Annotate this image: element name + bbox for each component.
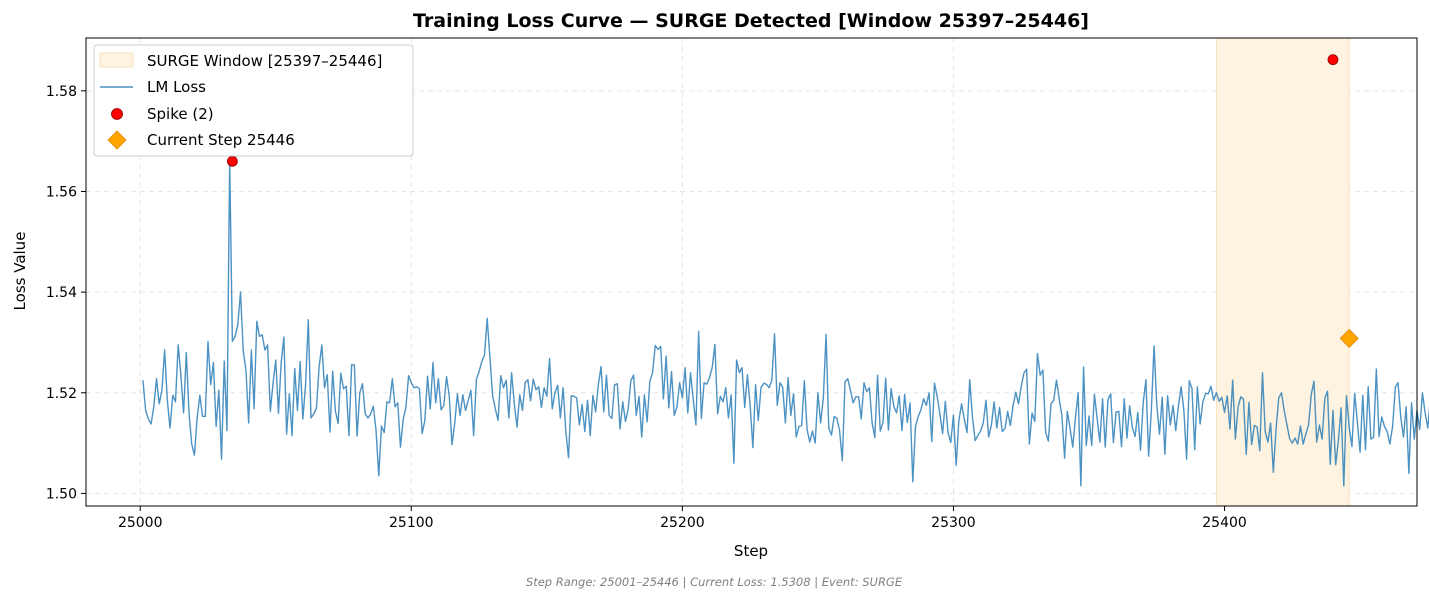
x-axis-ticks: 25000 25100 25200 25300 25400: [118, 506, 1247, 531]
legend-current-marker: [107, 130, 127, 150]
spike-marker: [1327, 54, 1339, 66]
x-tick-label: 25200: [660, 515, 705, 531]
legend-window-label: SURGE Window [25397–25446]: [147, 52, 382, 70]
x-tick-label: 25400: [1202, 515, 1247, 531]
y-tick-label: 1.52: [46, 386, 77, 402]
legend-line-label: LM Loss: [147, 78, 206, 96]
plot-frame: [85, 37, 1418, 507]
y-axis-ticks: 1.50 1.52 1.54 1.56 1.58: [46, 84, 86, 502]
chart-footer: Step Range: 25001–25446 | Current Loss: …: [526, 575, 903, 589]
legend-window-swatch: [99, 52, 134, 68]
x-tick-label: 25300: [931, 515, 976, 531]
surge-window-rect: [1216, 38, 1350, 506]
legend-spike-label: Spike (2): [147, 105, 214, 123]
y-axis-label: Loss Value: [11, 232, 29, 311]
series-layer: [142, 160, 1429, 487]
y-tick-label: 1.56: [46, 184, 77, 200]
marker-layer: [226, 54, 1359, 348]
y-tick-label: 1.50: [46, 486, 77, 502]
x-axis-label: Step: [734, 542, 768, 560]
legend: SURGE Window [25397–25446] LM Loss Spike…: [93, 44, 414, 157]
spike-marker: [226, 155, 238, 167]
y-tick-label: 1.54: [46, 285, 77, 301]
axes-frame: [85, 37, 1418, 507]
legend-current-label: Current Step 25446: [147, 131, 295, 149]
chart-title: Training Loss Curve — SURGE Detected [Wi…: [413, 10, 1089, 32]
surge-window-band: [1215, 38, 1350, 506]
legend-box: [93, 44, 414, 157]
x-tick-label: 25100: [389, 515, 434, 531]
x-tick-label: 25000: [118, 515, 163, 531]
current-step-marker: [1339, 328, 1359, 348]
series-line-lm-loss: [142, 160, 1429, 487]
legend-spike-marker: [111, 108, 123, 120]
y-tick-label: 1.58: [46, 84, 77, 100]
